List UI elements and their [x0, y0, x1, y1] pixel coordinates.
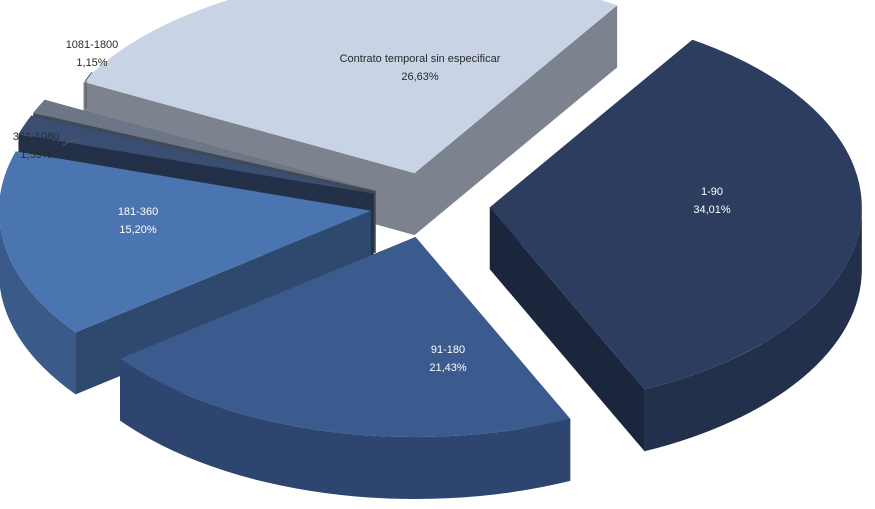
slice-value-1081-1800: 1,15% [76, 57, 107, 69]
slice-wall-contrato-temporal-sin-especificar-1 [414, 5, 618, 236]
slice-value-contrato-temporal: 26,63% [401, 71, 439, 83]
pie-slices [0, 0, 862, 500]
slice-label-361-1080: 361-1080 [13, 131, 60, 143]
leader-lines [61, 71, 93, 147]
slice-top-361-1080 [18, 115, 374, 194]
slice-1-90 [489, 39, 862, 452]
slice-91-180 [120, 237, 571, 500]
slice-value-1-90: 34,01% [693, 204, 731, 216]
slice-label-1081-1800: 1081-1800 [66, 39, 119, 51]
leader-line-361-1080 [61, 139, 80, 147]
leader-line-1081-1800 [85, 71, 93, 108]
slice-value-361-1080: 1,59% [20, 149, 51, 161]
slice-label-contrato-temporal: Contrato temporal sin especificar [340, 53, 501, 65]
slice-side-91-180-0 [120, 358, 571, 500]
slice-top-contrato-temporal-sin-especificar [83, 0, 618, 174]
slice-label-91-180: 91-180 [431, 344, 465, 356]
slice-side-181-360-0 [0, 225, 76, 395]
slice-wall-1-90-1 [489, 207, 645, 452]
slice-top-181-360 [0, 151, 371, 333]
slice-top-91-180 [120, 237, 571, 438]
slice-top-1-90 [489, 39, 862, 390]
slice-side-1-90-0 [644, 207, 862, 452]
slice-value-91-180: 21,43% [429, 362, 467, 374]
slice-value-181-360: 15,20% [119, 224, 157, 236]
slice-top-1081-1800 [33, 99, 376, 192]
slice-labels: 1-90 34,01% 91-180 21,43% 181-360 15,20%… [13, 39, 731, 374]
slice-label-181-360: 181-360 [118, 206, 158, 218]
slice-label-1-90: 1-90 [701, 186, 723, 198]
